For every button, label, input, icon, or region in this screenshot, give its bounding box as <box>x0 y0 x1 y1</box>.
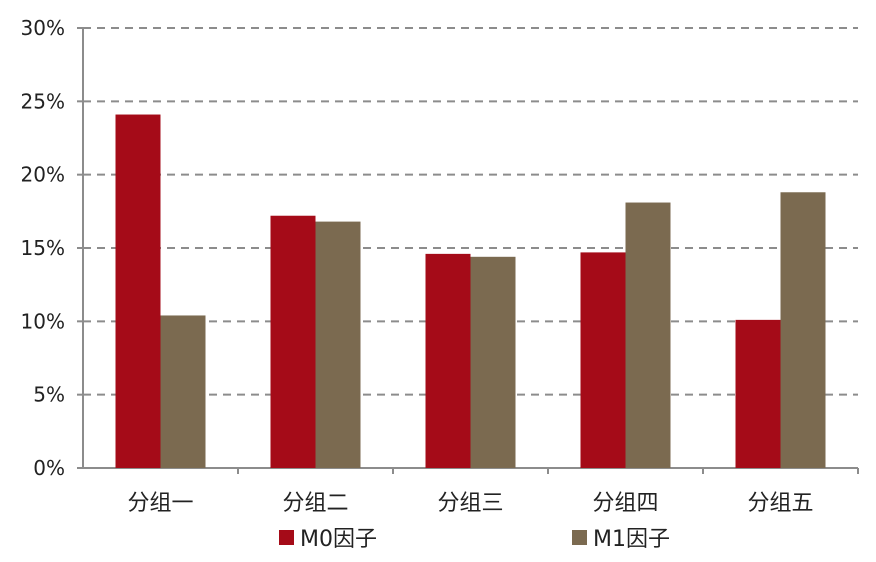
y-tick-label: 25% <box>21 89 65 113</box>
legend-label: M1因子 <box>593 527 670 552</box>
y-tick-label: 0% <box>33 456 65 480</box>
bar-m0-4 <box>580 252 626 468</box>
bar-m0-1 <box>115 114 161 469</box>
y-tick-label: 5% <box>33 383 65 407</box>
x-tick-label: 分组二 <box>282 491 348 516</box>
legend-swatch <box>572 530 587 545</box>
x-axis-tick-labels: 分组一 分组二 分组三 分组四 分组五 <box>127 491 813 516</box>
legend-swatch <box>279 530 294 545</box>
bars <box>115 114 826 469</box>
bar-m0-2 <box>270 215 316 468</box>
bar-m0-3 <box>425 253 471 468</box>
y-tick-label: 20% <box>21 163 65 187</box>
y-axis-tick-labels: 0% 5% 10% 15% 20% 25% 30% <box>21 16 65 480</box>
bar-m0-5 <box>735 319 781 468</box>
bar-m1-4 <box>625 202 671 469</box>
bar-m1-5 <box>780 192 826 468</box>
legend-label: M0因子 <box>300 527 377 552</box>
bar-m1-3 <box>470 256 516 468</box>
bar-m1-2 <box>315 221 361 468</box>
bar-m1-1 <box>160 315 206 468</box>
legend: M0因子 M1因子 <box>279 527 670 552</box>
x-tick-label: 分组五 <box>747 491 813 516</box>
x-tick-label: 分组一 <box>127 491 193 516</box>
y-tick-label: 10% <box>21 309 65 333</box>
gridlines <box>83 27 858 396</box>
y-tick-label: 15% <box>21 236 65 260</box>
x-tick-label: 分组三 <box>437 491 503 516</box>
x-tick-label: 分组四 <box>592 491 658 516</box>
y-tick-label: 30% <box>21 16 65 40</box>
